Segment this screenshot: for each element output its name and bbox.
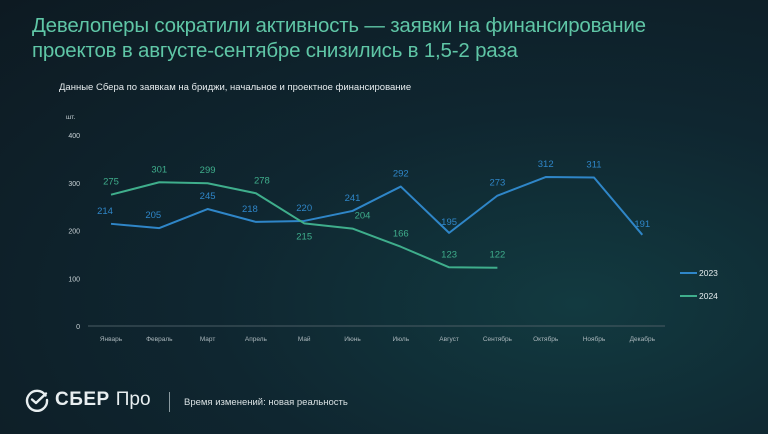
y-tick-label: 300 [68, 181, 80, 188]
brand-name: СБЕР [55, 389, 110, 410]
data-label: 195 [441, 217, 457, 228]
data-label: 123 [441, 249, 457, 260]
x-tick-label: Июль [393, 336, 410, 343]
data-label: 214 [97, 206, 113, 217]
data-label: 292 [393, 169, 409, 180]
data-label: 241 [345, 193, 361, 204]
data-label: 220 [296, 203, 312, 214]
data-label: 301 [151, 164, 167, 175]
data-label: 278 [254, 175, 270, 186]
data-label: 191 [634, 219, 650, 230]
series-line-2024 [110, 181, 498, 269]
title-line-2: проектов в августе-сентябре снизились в … [32, 39, 518, 62]
y-tick-label: 0 [76, 324, 80, 331]
x-tick-label: Апрель [245, 336, 268, 343]
x-tick-label: Ноябрь [583, 335, 606, 343]
y-axis-unit: шт. [66, 114, 75, 121]
y-tick-label: 100 [68, 276, 80, 283]
page-title: Девелоперы сократили активность — заявки… [32, 13, 752, 63]
footer-divider [169, 392, 170, 412]
x-tick-label: Январь [100, 336, 123, 343]
legend-label-2024: 2024 [699, 291, 718, 301]
data-label: 311 [586, 159, 601, 170]
x-tick-label: Август [439, 336, 459, 343]
x-tick-label: Сентябрь [483, 335, 513, 343]
brand-suffix: Про [115, 389, 151, 410]
data-label: 275 [103, 177, 119, 188]
data-label: 312 [538, 159, 554, 170]
data-label: 299 [200, 165, 216, 176]
data-label: 273 [489, 178, 505, 189]
series-line-2023 [110, 176, 644, 236]
x-tick-label: Март [200, 336, 216, 343]
chart-subtitle: Данные Сбера по заявкам на бриджи, начал… [59, 82, 412, 93]
y-tick-label: 400 [68, 133, 80, 140]
x-tick-label: Декабрь [630, 335, 656, 343]
data-label: 245 [200, 191, 216, 202]
data-label: 166 [393, 229, 409, 240]
x-tick-label: Май [298, 335, 311, 343]
data-label: 218 [242, 204, 258, 215]
x-tick-label: Октябрь [533, 335, 559, 343]
footer-tagline: Время изменений: новая реальность [184, 397, 348, 408]
x-tick-label: Июнь [344, 336, 361, 343]
legend-label-2023: 2023 [699, 268, 718, 278]
sber-check-icon [25, 389, 49, 412]
sber-pro-logo: СБЕР Про [25, 388, 151, 412]
data-label: 205 [145, 210, 161, 221]
data-label: 122 [489, 250, 505, 261]
data-label: 215 [296, 231, 312, 242]
data-label: 204 [355, 211, 371, 222]
title-line-1: Девелоперы сократили активность — заявки… [32, 14, 646, 37]
x-tick-label: Февраль [146, 336, 173, 343]
y-tick-label: 200 [68, 229, 80, 236]
